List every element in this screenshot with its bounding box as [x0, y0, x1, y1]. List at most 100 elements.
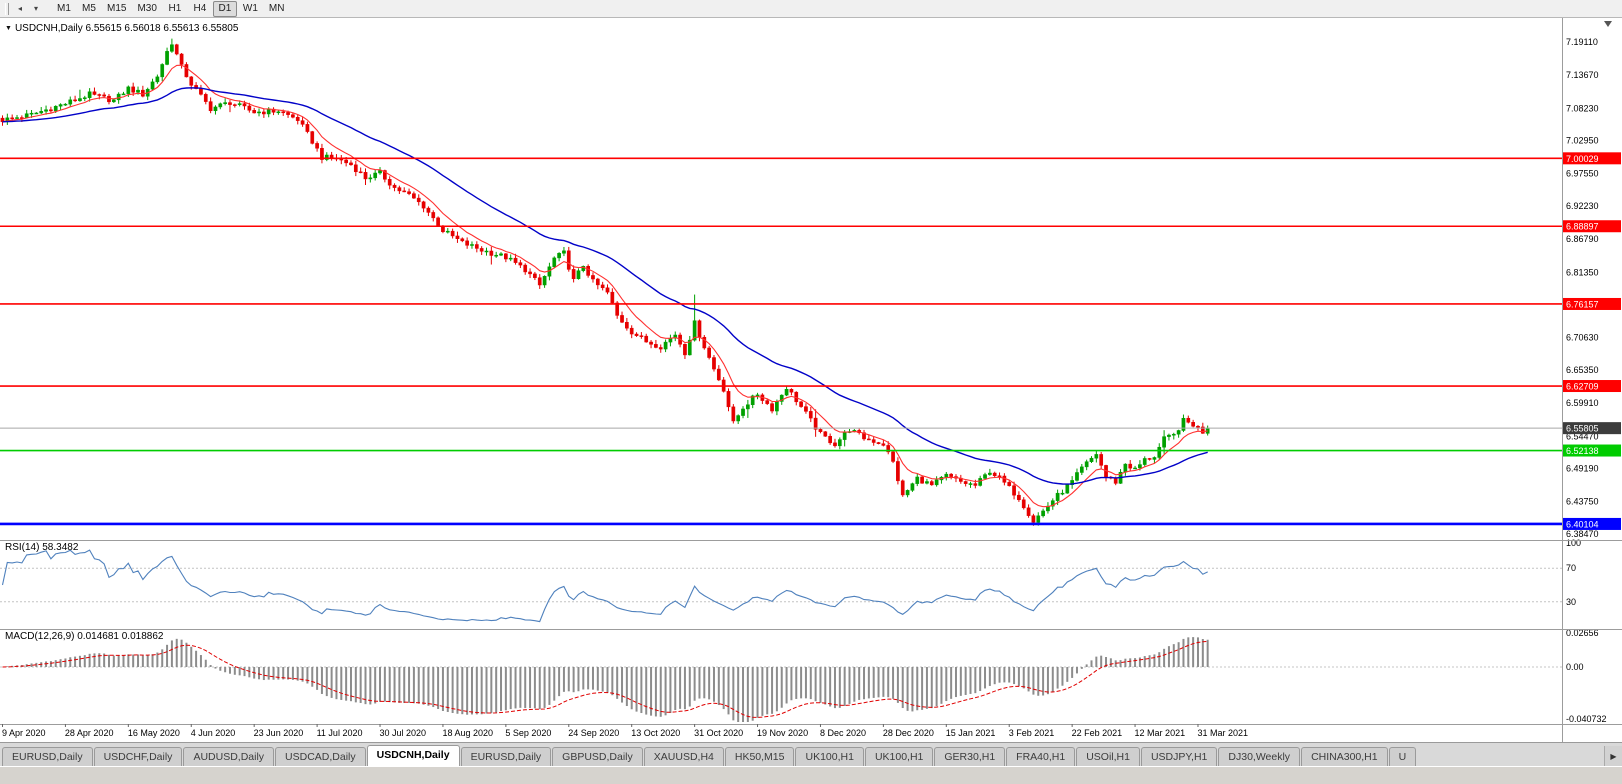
price-axis-label: 6.65350 — [1566, 365, 1599, 375]
time-axis-label: 13 Oct 2020 — [631, 728, 680, 738]
price-axis-label: 7.02950 — [1566, 136, 1599, 146]
time-axis-label: 3 Feb 2021 — [1009, 728, 1055, 738]
price-axis-label: 6.49190 — [1566, 464, 1599, 474]
level-price-box — [1563, 220, 1621, 233]
time-axis-label: 30 Jul 2020 — [380, 728, 427, 738]
chart-tab-dj30-weekly[interactable]: DJ30,Weekly — [1218, 747, 1301, 766]
price-axis-label: 7.08230 — [1566, 103, 1599, 113]
rsi-axis-label: 30 — [1566, 597, 1576, 607]
chart-tab-usdcad-daily[interactable]: USDCAD,Daily — [275, 747, 366, 766]
timeframe-button-m1[interactable]: M1 — [57, 2, 71, 14]
level-price-box — [1563, 152, 1621, 165]
time-axis-label: 31 Mar 2021 — [1197, 728, 1248, 738]
level-price-box-label: 6.52138 — [1566, 446, 1599, 456]
time-axis-label: 22 Feb 2021 — [1072, 728, 1123, 738]
current-price-box-label: 6.55805 — [1566, 424, 1599, 434]
timeframe-button-m30[interactable]: M30 — [137, 2, 157, 14]
chart-scroll-up-icon[interactable] — [1604, 21, 1612, 27]
timeframe-button-m5[interactable]: M5 — [82, 2, 96, 14]
tab-scroll-right-button[interactable]: ▶ — [1604, 746, 1622, 766]
chart-tab-ger30-h1[interactable]: GER30,H1 — [934, 747, 1006, 766]
level-price-box — [1563, 517, 1621, 530]
price-axis-label: 6.97550 — [1566, 168, 1599, 178]
level-price-box-label: 6.76157 — [1566, 299, 1599, 309]
timeframe-button-d1[interactable]: D1 — [212, 0, 237, 17]
price-axis-label: 6.86790 — [1566, 234, 1599, 244]
timeframe-buttons: M1 M5 M15 M30 H1 H4 D1 W1 MN — [52, 0, 289, 17]
chart-area: 7.19110 7.13670 7.08230 7.02950 6.97550 6.922… — [0, 18, 1622, 742]
rsi-axis-label: 70 — [1566, 563, 1576, 573]
toolbar-overflow-icon[interactable]: ◂ — [17, 4, 22, 13]
price-axis-label: 7.19110 — [1566, 37, 1598, 47]
price-axis-label: 6.54470 — [1566, 431, 1599, 441]
price-axis-label: 6.59910 — [1566, 398, 1599, 408]
macd-indicator-label: MACD(12,26,9) 0.014681 0.018862 — [5, 631, 164, 642]
price-axis-label: 6.81350 — [1566, 267, 1599, 277]
candlestick-plot — [0, 38, 1210, 526]
chart-tab-xauusd-h4[interactable]: XAUUSD,H4 — [643, 747, 724, 766]
time-axis-label: 18 Aug 2020 — [442, 728, 493, 738]
toolbar-grip[interactable] — [5, 2, 9, 15]
price-axis-label: 6.43750 — [1566, 497, 1599, 507]
fast-ma-line — [2, 64, 1208, 508]
timeframe-button-h4[interactable]: H4 — [193, 2, 207, 14]
level-price-box-label: 7.00029 — [1566, 154, 1599, 164]
macd-axis-label: 0.02656 — [1566, 628, 1599, 638]
chart-tab-fra40-h1[interactable]: FRA40,H1 — [1006, 747, 1076, 766]
toolbar-dropdown-icon[interactable]: ▾ — [33, 4, 38, 13]
status-strip — [0, 766, 1622, 784]
time-axis-label: 28 Apr 2020 — [65, 728, 114, 738]
time-axis-label: 31 Oct 2020 — [694, 728, 743, 738]
chart-tab-gbpusd-daily[interactable]: GBPUSD,Daily — [552, 747, 643, 766]
chart-tab-china300-h1[interactable]: CHINA300,H1 — [1301, 747, 1388, 766]
rsi-line — [1, 549, 1208, 623]
price-axis: 7.19110 7.13670 7.08230 7.02950 6.97550 6.922… — [1562, 18, 1622, 742]
time-axis-label: 9 Apr 2020 — [2, 728, 46, 738]
symbol-dropdown-icon[interactable]: ▼ — [5, 25, 12, 32]
rsi-indicator-label: RSI(14) 58.3482 — [5, 542, 79, 553]
chart-tab-usoil-h1[interactable]: USOil,H1 — [1076, 747, 1140, 766]
macd-axis-label: -0.040732 — [1566, 714, 1607, 724]
chart-tab-usdchf-daily[interactable]: USDCHF,Daily — [93, 747, 183, 766]
chart-tab-usdcnh-daily[interactable]: USDCNH,Daily — [366, 745, 460, 766]
price-axis-label: 6.38470 — [1566, 529, 1599, 539]
time-axis-label: 16 May 2020 — [128, 728, 180, 738]
chart-tab-hk50-m15[interactable]: HK50,M15 — [724, 747, 795, 766]
level-price-box-label: 6.40104 — [1566, 519, 1599, 529]
level-price-box-label: 6.88897 — [1566, 222, 1599, 232]
time-axis: 9 Apr 2020 28 Apr 2020 16 May 2020 4 Jun 20… — [2, 724, 1248, 738]
time-axis-label: 4 Jun 2020 — [191, 728, 236, 738]
time-axis-label: 24 Sep 2020 — [568, 728, 619, 738]
horizontal-levels — [0, 157, 1562, 526]
toolbar-icons: ◂ ▾ — [12, 1, 44, 16]
price-axis-label: 6.92230 — [1566, 201, 1599, 211]
chart-tab-usdjpy-h1[interactable]: USDJPY,H1 — [1140, 747, 1218, 766]
chart-tab-u[interactable]: U — [1388, 747, 1417, 766]
level-price-box-label: 6.62709 — [1566, 382, 1599, 392]
slow-ma-line — [2, 87, 1208, 485]
timeframe-toolbar: ◂ ▾ M1 M5 M15 M30 H1 H4 D1 W1 MN — [0, 0, 1622, 18]
timeframe-button-w1[interactable]: W1 — [242, 2, 258, 14]
chart-tabbar: EURUSD,Daily USDCHF,Daily AUDUSD,Daily USDC… — [0, 742, 1622, 766]
time-axis-label: 15 Jan 2021 — [946, 728, 996, 738]
time-axis-label: 23 Jun 2020 — [254, 728, 304, 738]
timeframe-button-m15[interactable]: M15 — [107, 2, 127, 14]
timeframe-button-mn[interactable]: MN — [268, 2, 285, 14]
chart-info-line: ▼ USDCNH,Daily 6.55615 6.56018 6.55613 6.… — [5, 23, 238, 34]
rsi-axis-label: 100 — [1566, 538, 1581, 548]
chart-tab-uk100-h1[interactable]: UK100,H1 — [864, 747, 934, 766]
axis-price-boxes: 7.00029 6.88897 6.76157 6.62709 6.52138 6.401… — [1563, 152, 1621, 530]
chart-tab-audusd-daily[interactable]: AUDUSD,Daily — [183, 747, 275, 766]
chart-canvas[interactable]: 7.19110 7.13670 7.08230 7.02950 6.97550 6.922… — [0, 18, 1622, 742]
level-price-box — [1563, 380, 1621, 393]
time-axis-label: 11 Jul 2020 — [317, 728, 363, 738]
macd-axis-label: 0.00 — [1566, 662, 1584, 672]
chart-tab-eurusd-daily[interactable]: EURUSD,Daily — [460, 747, 552, 766]
macd-signal-line — [2, 640, 1208, 718]
time-axis-label: 12 Mar 2021 — [1135, 728, 1186, 738]
chart-tab-eurusd-daily[interactable]: EURUSD,Daily — [2, 747, 93, 766]
timeframe-button-h1[interactable]: H1 — [168, 2, 182, 14]
chart-ohlc-text: USDCNH,Daily 6.55615 6.56018 6.55613 6.5… — [14, 23, 239, 34]
chart-tab-uk100-h1[interactable]: UK100,H1 — [795, 747, 864, 766]
